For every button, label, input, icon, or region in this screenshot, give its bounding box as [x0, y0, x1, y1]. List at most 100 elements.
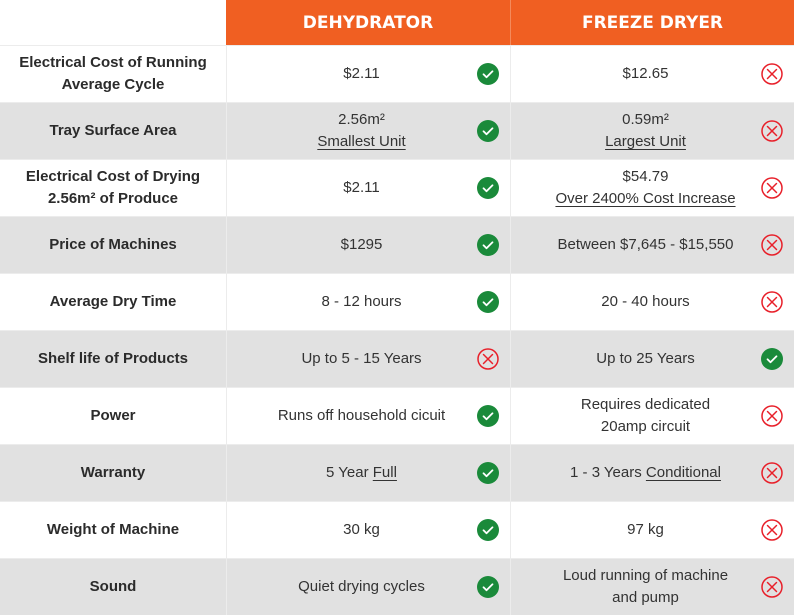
cell-text: $2.11 — [343, 179, 380, 196]
cell-text: 97 kg — [627, 521, 664, 538]
cell-line: Requires dedicated — [581, 394, 724, 416]
row-label: Price of Machines — [0, 217, 226, 273]
cell-line: 5 Year Full — [326, 462, 411, 484]
cell-text: 5 Year — [326, 464, 373, 481]
row-label-line: Electrical Cost of Running — [19, 54, 207, 71]
cell-text: Up to 25 Years — [596, 350, 695, 367]
cell-line: 0.59m² — [622, 109, 683, 131]
cell-line: 1 - 3 Years Conditional — [570, 462, 735, 484]
cross-icon — [761, 576, 783, 598]
cell-line: Up to 25 Years — [596, 348, 708, 370]
check-icon — [477, 234, 499, 256]
row-label-line: Power — [90, 407, 136, 424]
cell-text: $12.65 — [622, 65, 669, 82]
freeze-dryer-cell: $12.65 — [510, 46, 794, 102]
cell-text: $54.79 — [622, 168, 669, 185]
cell-text: $2.11 — [343, 65, 380, 82]
cell-text: 1 - 3 Years — [570, 464, 646, 481]
cross-icon — [761, 519, 783, 541]
cell-line: and pump — [612, 587, 693, 609]
cell-line: 8 - 12 hours — [321, 291, 415, 313]
dehydrator-cell: Quiet drying cycles — [226, 559, 510, 615]
check-icon — [477, 519, 499, 541]
freeze-dryer-cell: Loud running of machine and pump — [510, 559, 794, 615]
row-label-line: Sound — [89, 578, 137, 595]
dehydrator-cell: Runs off household cicuit — [226, 388, 510, 444]
freeze-dryer-cell: 1 - 3 Years Conditional — [510, 445, 794, 501]
cell-line: Quiet drying cycles — [298, 576, 439, 598]
cell-line: 97 kg — [627, 519, 678, 541]
cell-text: 30 kg — [343, 521, 380, 538]
cell-line: Up to 5 - 15 Years — [301, 348, 435, 370]
freeze-dryer-cell: 97 kg — [510, 502, 794, 558]
cell-text: Between $7,645 - $15,550 — [557, 236, 734, 253]
underlined-text: Largest Unit — [605, 133, 686, 150]
underlined-text: Full — [372, 464, 397, 481]
cell-line: $54.79 — [623, 166, 683, 188]
table-row: Price of Machines $1295 Between $7,645 - $… — [0, 216, 794, 273]
cell-text: $1295 — [340, 236, 383, 253]
table-body: Electrical Cost of Running Average Cycle $… — [0, 45, 794, 615]
cell-line: 20amp circuit — [601, 416, 704, 438]
underlined-text: Over 2400% Cost Increase — [555, 190, 736, 207]
check-icon — [477, 177, 499, 199]
check-icon — [477, 291, 499, 313]
header-blank — [0, 0, 226, 45]
table-row: Shelf life of Products Up to 5 - 15 Years… — [0, 330, 794, 387]
freeze-dryer-cell: Requires dedicated 20amp circuit — [510, 388, 794, 444]
row-label: Sound — [0, 559, 226, 615]
cross-icon — [761, 120, 783, 142]
row-label-line: Weight of Machine — [46, 521, 180, 538]
freeze-dryer-cell: 0.59m² Largest Unit — [510, 103, 794, 159]
cross-icon — [761, 462, 783, 484]
row-label-line: Electrical Cost of Drying — [25, 168, 201, 185]
cell-text: and pump — [612, 589, 679, 606]
check-icon — [477, 576, 499, 598]
check-icon — [477, 120, 499, 142]
table-row: Electrical Cost of Drying 2.56m² of Produ… — [0, 159, 794, 216]
row-label: Warranty — [0, 445, 226, 501]
cross-icon — [761, 63, 783, 85]
underlined-text: Conditional — [645, 464, 721, 481]
cell-line: 20 - 40 hours — [601, 291, 703, 313]
row-label-line: Shelf life of Products — [37, 350, 188, 367]
cell-line: $2.11 — [343, 63, 393, 85]
row-label-line: Average Dry Time — [49, 293, 177, 310]
row-label-line: 2.56m² of Produce — [47, 190, 179, 207]
cell-text: Up to 5 - 15 Years — [301, 350, 422, 367]
check-icon — [477, 462, 499, 484]
check-icon — [477, 63, 499, 85]
row-label: Power — [0, 388, 226, 444]
cell-line: 30 kg — [343, 519, 394, 541]
dehydrator-cell: $1295 — [226, 217, 510, 273]
dehydrator-cell: 5 Year Full — [226, 445, 510, 501]
cell-text: Requires dedicated — [580, 396, 711, 413]
check-icon — [761, 348, 783, 370]
cell-text: Runs off household cicuit — [277, 407, 446, 424]
header-dehydrator: DEHYDRATOR — [226, 0, 510, 45]
freeze-dryer-cell: Up to 25 Years — [510, 331, 794, 387]
cross-icon — [761, 405, 783, 427]
freeze-dryer-cell: Between $7,645 - $15,550 — [510, 217, 794, 273]
cell-text: 20amp circuit — [600, 418, 691, 435]
cell-line: $2.11 — [343, 177, 393, 199]
row-label: Electrical Cost of Running Average Cycle — [0, 46, 226, 102]
cross-icon — [761, 234, 783, 256]
cell-line: Over 2400% Cost Increase — [555, 188, 749, 210]
row-label: Electrical Cost of Drying 2.56m² of Produ… — [0, 160, 226, 216]
dehydrator-cell: Up to 5 - 15 Years — [226, 331, 510, 387]
cell-text: 20 - 40 hours — [601, 293, 690, 310]
table-row: Electrical Cost of Running Average Cycle $… — [0, 45, 794, 102]
row-label-line: Warranty — [80, 464, 146, 481]
cross-icon — [761, 291, 783, 313]
table-row: Tray Surface Area 2.56m² Smallest Unit 0.59… — [0, 102, 794, 159]
cell-text: Loud running of machine — [562, 567, 729, 584]
dehydrator-cell: 2.56m² Smallest Unit — [226, 103, 510, 159]
row-label: Weight of Machine — [0, 502, 226, 558]
dehydrator-cell: 30 kg — [226, 502, 510, 558]
cell-line: $12.65 — [623, 63, 683, 85]
cell-line: Runs off household cicuit — [278, 405, 459, 427]
check-icon — [477, 405, 499, 427]
cross-icon — [761, 177, 783, 199]
cell-line: Between $7,645 - $15,550 — [558, 234, 748, 256]
